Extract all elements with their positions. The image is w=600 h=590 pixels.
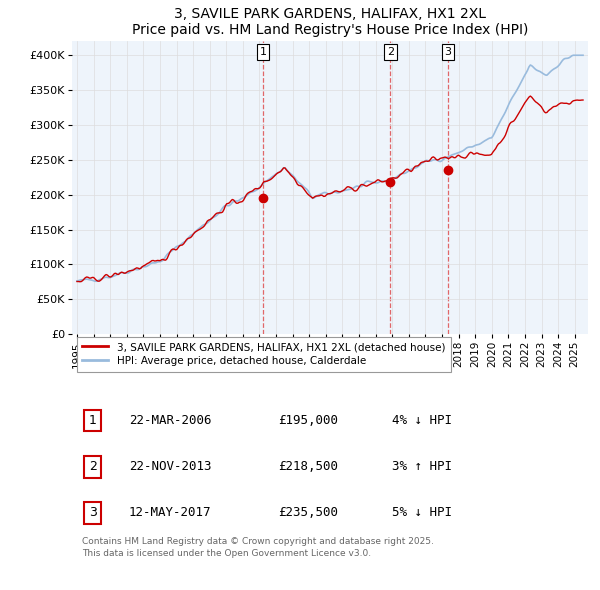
Text: 22-NOV-2013: 22-NOV-2013 xyxy=(129,460,211,473)
Text: 3: 3 xyxy=(89,506,97,519)
Text: £218,500: £218,500 xyxy=(278,460,338,473)
Legend: 3, SAVILE PARK GARDENS, HALIFAX, HX1 2XL (detached house), HPI: Average price, d: 3, SAVILE PARK GARDENS, HALIFAX, HX1 2XL… xyxy=(77,336,451,372)
Text: 3% ↑ HPI: 3% ↑ HPI xyxy=(392,460,452,473)
Text: Contains HM Land Registry data © Crown copyright and database right 2025.
This d: Contains HM Land Registry data © Crown c… xyxy=(82,537,434,558)
Text: 5% ↓ HPI: 5% ↓ HPI xyxy=(392,506,452,519)
Text: 3: 3 xyxy=(445,47,452,57)
Text: 12-MAY-2017: 12-MAY-2017 xyxy=(129,506,211,519)
Text: 2: 2 xyxy=(89,460,97,473)
Title: 3, SAVILE PARK GARDENS, HALIFAX, HX1 2XL
Price paid vs. HM Land Registry's House: 3, SAVILE PARK GARDENS, HALIFAX, HX1 2XL… xyxy=(132,7,528,37)
Text: 1: 1 xyxy=(89,414,97,427)
Text: £195,000: £195,000 xyxy=(278,414,338,427)
Text: 1: 1 xyxy=(260,47,266,57)
Text: £235,500: £235,500 xyxy=(278,506,338,519)
Text: 4% ↓ HPI: 4% ↓ HPI xyxy=(392,414,452,427)
Text: 22-MAR-2006: 22-MAR-2006 xyxy=(129,414,211,427)
Text: 2: 2 xyxy=(387,47,394,57)
